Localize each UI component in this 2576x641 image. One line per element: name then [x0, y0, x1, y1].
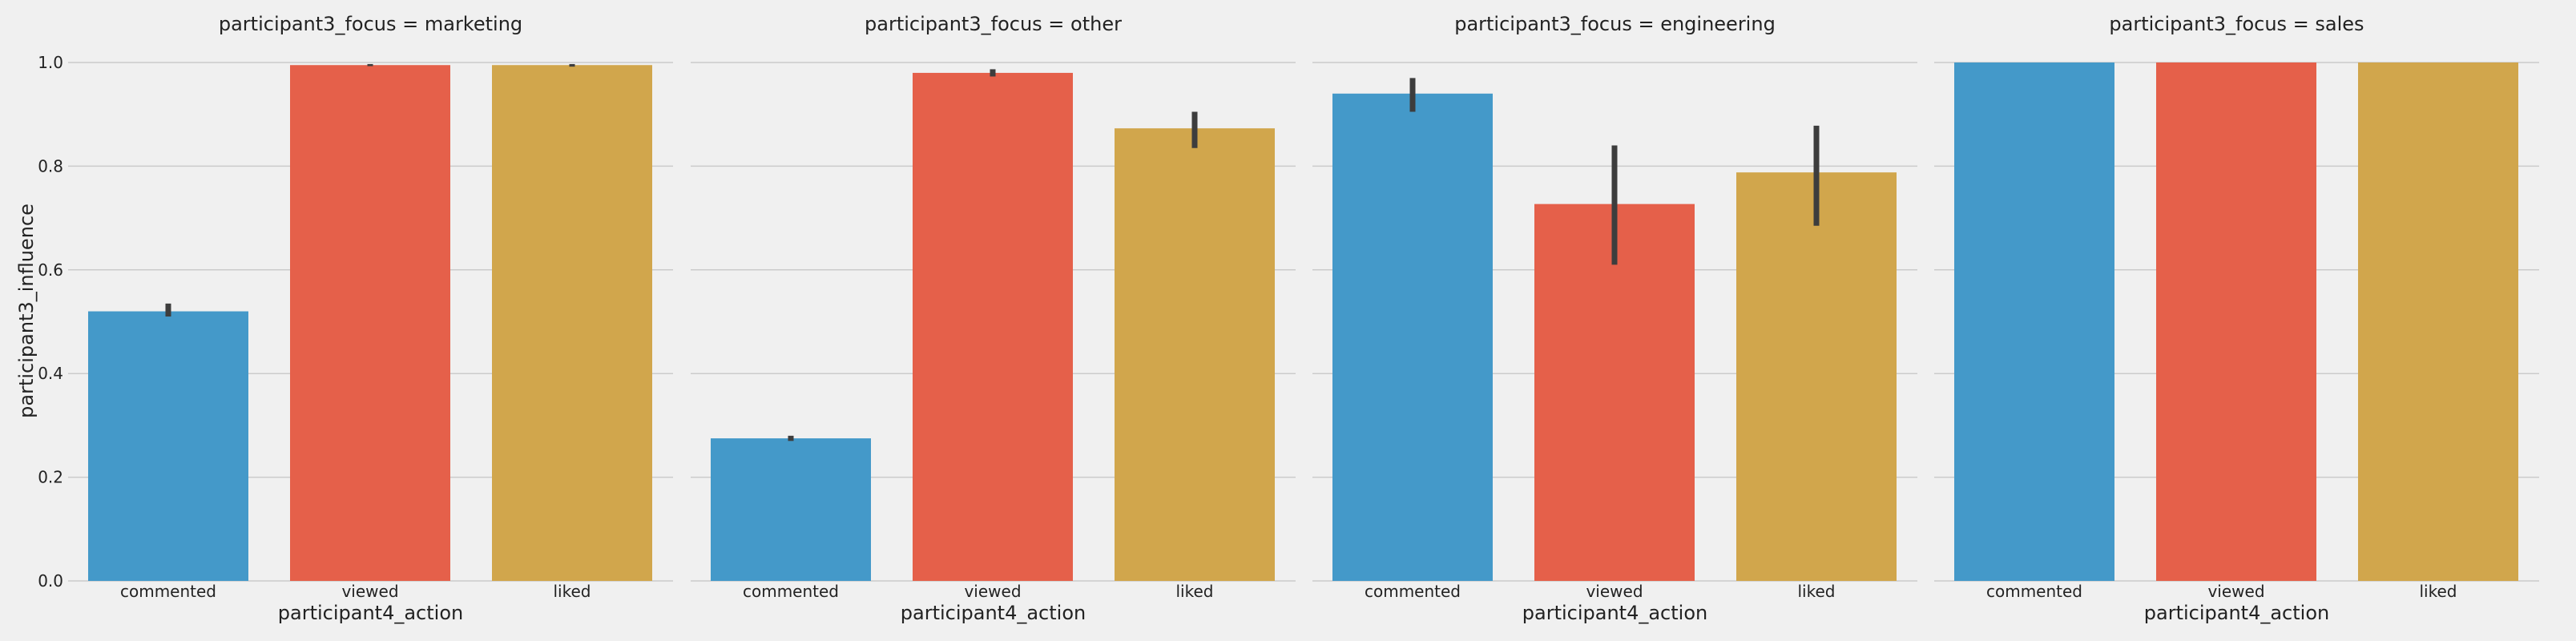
facet-panel: participant3_focus = marketing 0.0 0.2 0.4 0… [38, 13, 673, 624]
x-tick-label: liked [2420, 582, 2457, 601]
bar-liked [2358, 62, 2518, 581]
x-axis-label: participant4_action [2144, 602, 2329, 624]
x-tick-label: viewed [341, 582, 398, 601]
x-axis-label: participant4_action [901, 602, 1086, 624]
y-tick-label: 0.4 [38, 364, 63, 383]
facets-group: participant3_focus = marketing 0.0 0.2 0.4 0… [38, 13, 2539, 624]
facet-title: participant3_focus = engineering [1454, 13, 1776, 35]
y-tick-label: 1.0 [38, 53, 63, 72]
x-tick-label: liked [1176, 582, 1214, 601]
bar-viewed [913, 72, 1073, 581]
x-tick-label: liked [554, 582, 591, 601]
bar-commented [1332, 93, 1493, 581]
y-tick-label: 0.6 [38, 260, 63, 280]
x-tick-label: viewed [964, 582, 1021, 601]
y-tick-label: 0.8 [38, 156, 63, 175]
bar-liked [492, 65, 652, 582]
x-tick-label: commented [743, 582, 839, 601]
facet-title: participant3_focus = other [865, 13, 1122, 35]
x-tick-label: liked [1798, 582, 1836, 601]
x-tick-label: commented [1365, 582, 1461, 601]
bar-viewed [1534, 204, 1695, 582]
x-axis-label: participant4_action [1522, 602, 1707, 624]
facet-panel: participant3_focus = other commented viewe… [691, 13, 1296, 624]
y-tick-label: 0.2 [38, 468, 63, 487]
bar-commented [1954, 62, 2114, 581]
bar-viewed [2156, 62, 2316, 581]
x-tick-label: commented [1986, 582, 2082, 601]
facet-title: participant3_focus = sales [2109, 13, 2364, 35]
facet-panel: participant3_focus = engineering commente… [1312, 13, 1917, 624]
bar-commented [711, 438, 871, 581]
x-tick-label: commented [120, 582, 216, 601]
bar-liked [1115, 128, 1275, 581]
bar-commented [88, 311, 248, 581]
bar-viewed [290, 65, 450, 582]
x-tick-label: viewed [2207, 582, 2264, 601]
x-tick-label: viewed [1586, 582, 1643, 601]
y-axis-label: participant3_influence [15, 204, 38, 418]
x-axis-label: participant4_action [278, 602, 463, 624]
facet-panel: participant3_focus = sales commented viewe… [1934, 13, 2539, 624]
bar-liked [1736, 172, 1897, 581]
y-tick-label: 0.0 [38, 571, 63, 591]
facet-title: participant3_focus = marketing [219, 13, 522, 35]
